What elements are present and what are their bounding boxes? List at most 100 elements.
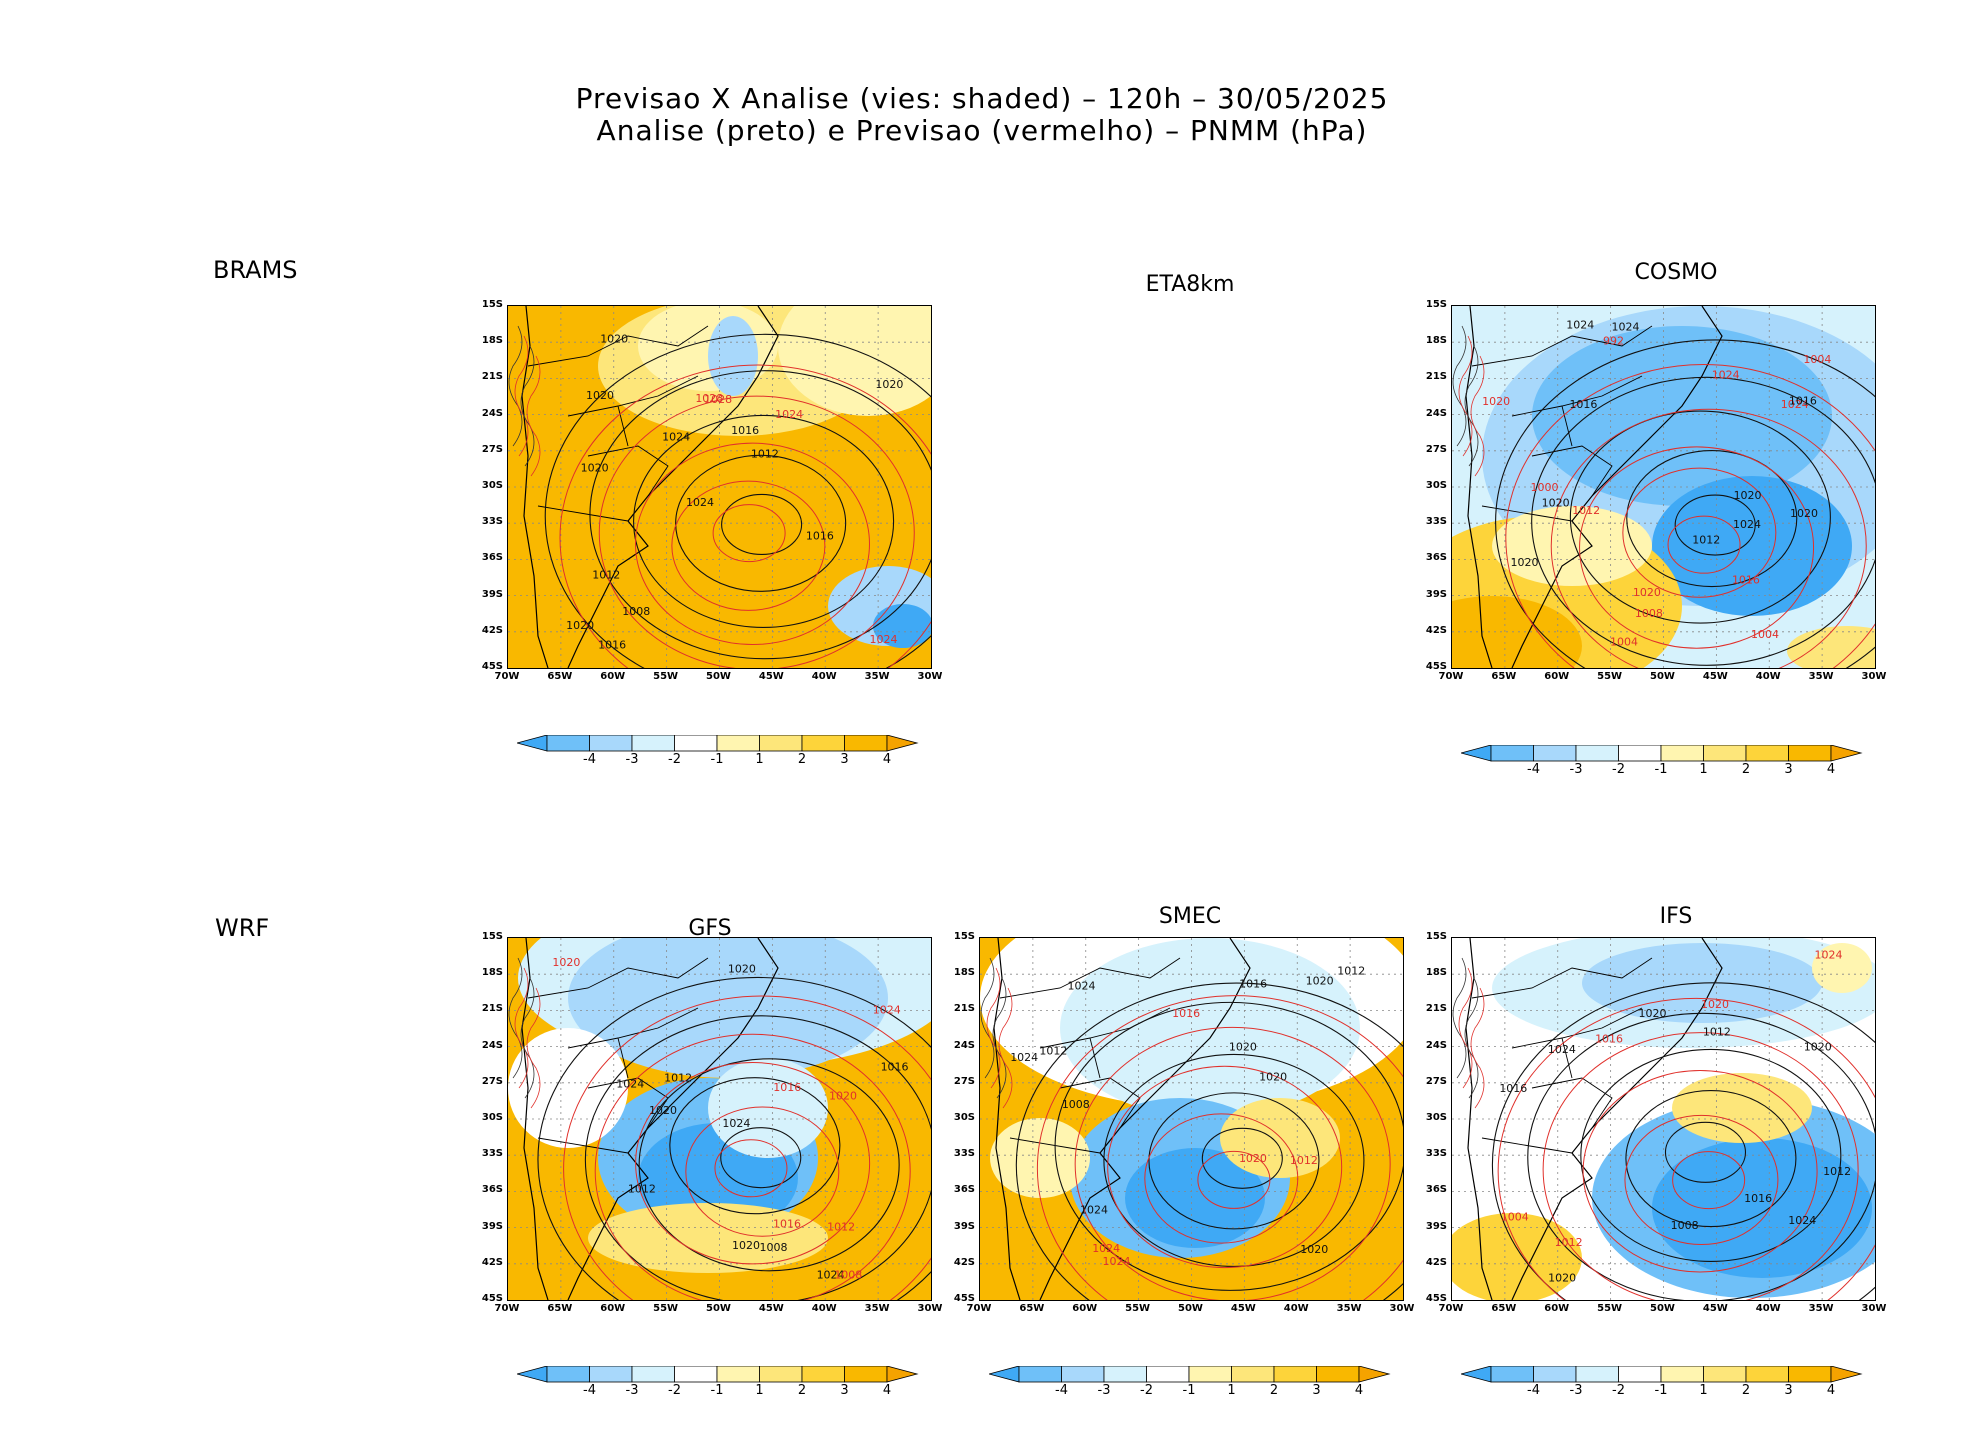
colorbar-segment: [886, 734, 919, 752]
lat-tick-label: 45S: [1425, 1293, 1447, 1304]
colorbar-tick-label: -3: [625, 1383, 639, 1398]
isobar-forecast: [1542, 1032, 1859, 1300]
colorbar-tick-label: 2: [1269, 1383, 1279, 1398]
isobar-analysis: [1054, 1001, 1403, 1291]
colorbar-segment: [1103, 1365, 1147, 1383]
lon-tick-label: 30W: [917, 671, 943, 682]
colorbar-segment: [546, 734, 590, 752]
lat-tick-label: 21S: [481, 371, 503, 383]
terrain-contour: [980, 957, 995, 1079]
contour-label: 1024: [817, 1268, 845, 1281]
lon-tick-label: 35W: [864, 671, 890, 682]
contour-label: 1020: [1510, 556, 1538, 569]
colorbar-segment: [1459, 1365, 1492, 1383]
colorbar-tick-label: -4: [583, 752, 596, 767]
isobar-analysis: [1148, 1092, 1320, 1230]
contour-label: 1012: [1290, 1154, 1318, 1167]
contour-label: 1024: [870, 633, 898, 646]
lat-tick-label: 15S: [1425, 931, 1447, 942]
colorbar-tick-label: -1: [1654, 762, 1668, 777]
contour-label: 1012: [628, 1183, 656, 1196]
lon-tick-label: 65W: [1019, 1303, 1045, 1314]
colorbar-segment: [1061, 1365, 1105, 1383]
bias-area: [873, 604, 931, 648]
colorbar-tick-label: -1: [1654, 1383, 1668, 1398]
lon-tick-label: 30W: [917, 1303, 943, 1314]
contour-label: 1016: [1239, 977, 1267, 990]
colorbar-tick-label: 3: [1312, 1383, 1321, 1398]
panel-title-cosmo: COSMO: [1634, 260, 1718, 285]
colorbar-tick-label: 2: [797, 752, 807, 767]
contour-label: 1008: [1671, 1219, 1699, 1232]
contour-label: 1012: [1555, 1236, 1583, 1249]
lat-tick-label: 39S: [953, 1220, 975, 1232]
contour-label: 1016: [1789, 394, 1817, 407]
colorbar-tick-label: 4: [882, 1383, 892, 1398]
colorbar-segment: [1703, 744, 1747, 762]
contour-label: 1028: [695, 392, 723, 405]
isobar-analysis: [1491, 982, 1875, 1300]
contour-label: 1012: [664, 1072, 692, 1085]
lat-tick-label: 33S: [953, 1148, 975, 1160]
colorbar-segment: [674, 1365, 718, 1383]
contour-label: 1004: [1803, 353, 1831, 366]
isobar-forecast: [1107, 1065, 1343, 1269]
lon-tick-label: 50W: [1178, 1303, 1203, 1314]
lat-tick-label: 15S: [481, 299, 503, 310]
colorbar: -4 -3 -2 -1 1 2 3 4: [987, 1365, 1393, 1398]
panel-title-eta8km: ETA8km: [1145, 272, 1235, 297]
colorbar-tick-label: 1: [1699, 1383, 1708, 1398]
colorbar-segment: [801, 734, 845, 752]
title-line-2: Analise (preto) e Previsao (vermelho) – …: [596, 114, 1368, 147]
colorbar-tick-label: 2: [1741, 762, 1751, 777]
lon-tick-label: 35W: [1808, 1303, 1834, 1314]
colorbar-segment: [1273, 1365, 1317, 1383]
lat-tick-label: 30S: [1425, 480, 1447, 491]
panel-title-ifs: IFS: [1659, 904, 1693, 929]
isobar-analysis: [584, 1015, 931, 1300]
contour-label: 1008: [1062, 1098, 1090, 1111]
contour-label: 1016: [1732, 574, 1760, 587]
contour-label: 1012: [1039, 1044, 1067, 1057]
lon-tick-label: 30W: [1861, 671, 1887, 682]
lat-tick-label: 27S: [1425, 443, 1447, 455]
colorbar-segment: [589, 734, 633, 752]
lat-tick-label: 21S: [481, 1003, 503, 1015]
lon-tick-label: 45W: [1230, 1303, 1256, 1314]
colorbar-tick-label: -3: [1097, 1383, 1111, 1398]
colorbar-tick-label: -4: [1527, 1383, 1540, 1398]
isobar-analysis: [1664, 1121, 1747, 1183]
contour-label: 992: [1603, 335, 1624, 348]
lon-tick-label: 70W: [494, 671, 520, 682]
bias-area: [1532, 326, 1832, 506]
isobar-analysis: [1103, 1053, 1365, 1268]
colorbar-tick-label: -4: [1527, 762, 1540, 777]
colorbar-tick-label: -2: [668, 1383, 681, 1398]
colorbar-segment: [1618, 1365, 1662, 1383]
lat-tick-label: 24S: [1425, 1039, 1447, 1051]
colorbar-tick-label: -4: [583, 1383, 596, 1398]
contour-label: 1016: [881, 1060, 909, 1073]
isobar-forecast: [671, 480, 826, 611]
terrain-contour: [526, 355, 541, 477]
lat-tick-label: 42S: [481, 1256, 503, 1268]
colorbar-segment: [1703, 1365, 1747, 1383]
isobar-analysis: [720, 1127, 802, 1189]
map-panel-gfs: 1020 1020 1020 1024 1020 1016 1024 1016 1024 1012…: [507, 937, 932, 1301]
contour-label: 1024: [1092, 1242, 1120, 1255]
lat-tick-label: 36S: [953, 1184, 975, 1196]
contour-label: 1024: [1733, 518, 1761, 531]
isobar-forecast: [563, 995, 931, 1300]
lon-tick-label: 65W: [1491, 671, 1517, 682]
colorbar-segment: [886, 1365, 919, 1383]
lon-tick-label: 40W: [811, 1303, 837, 1314]
lat-tick-label: 33S: [1425, 1148, 1447, 1160]
lat-tick-label: 45S: [1425, 661, 1447, 672]
colorbar-segment: [1490, 1365, 1534, 1383]
lon-tick-label: 50W: [1650, 1303, 1675, 1314]
colorbar-segment: [1533, 744, 1577, 762]
lon-tick-label: 70W: [494, 1303, 520, 1314]
colorbar-segment: [546, 1365, 590, 1383]
colorbar-segment: [987, 1365, 1020, 1383]
lon-tick-label: 35W: [1808, 671, 1834, 682]
